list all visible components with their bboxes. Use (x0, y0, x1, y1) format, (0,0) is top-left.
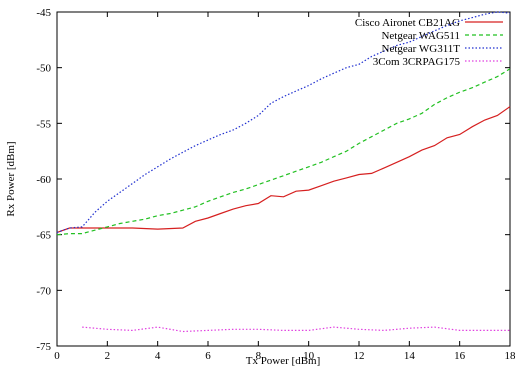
x-tick-label: 2 (105, 350, 111, 362)
x-axis-label: Tx Power [dBm] (246, 355, 321, 367)
y-tick-label: -60 (36, 174, 51, 186)
series-lines (56, 11, 511, 333)
x-tick-label: 6 (205, 350, 211, 362)
y-axis-ticks: -45 -50 -55 -60 -65 -70 -75 (36, 7, 510, 353)
y-axis-label: Rx Power [dBm] (5, 141, 17, 216)
legend-label: Cisco Aironet CB21AG (355, 17, 460, 29)
legend-label: Netgear WAG511 (381, 30, 460, 42)
x-tick-label: 10 (303, 350, 315, 362)
y-tick-label: -75 (36, 341, 51, 353)
x-tick-label: 18 (505, 350, 515, 362)
series-line-3 (82, 326, 510, 333)
series-line-0 (56, 106, 511, 233)
x-axis-ticks: 0 2 4 6 8 10 12 14 16 18 (54, 12, 515, 362)
legend-label: 3Com 3CRPAG175 (373, 56, 461, 68)
y-tick-label: -70 (36, 285, 51, 297)
legend-label: Netgear WG311T (382, 43, 461, 55)
x-tick-label: 8 (256, 350, 262, 362)
x-tick-label: 0 (54, 350, 60, 362)
series-line-1 (56, 68, 511, 236)
x-tick-label: 14 (404, 350, 416, 362)
y-tick-label: -45 (36, 7, 51, 19)
x-tick-label: 16 (454, 350, 466, 362)
x-tick-label: 12 (354, 350, 365, 362)
x-tick-label: 4 (155, 350, 161, 362)
y-tick-label: -65 (36, 230, 51, 242)
y-tick-label: -55 (36, 118, 51, 130)
y-tick-label: -50 (36, 63, 51, 75)
